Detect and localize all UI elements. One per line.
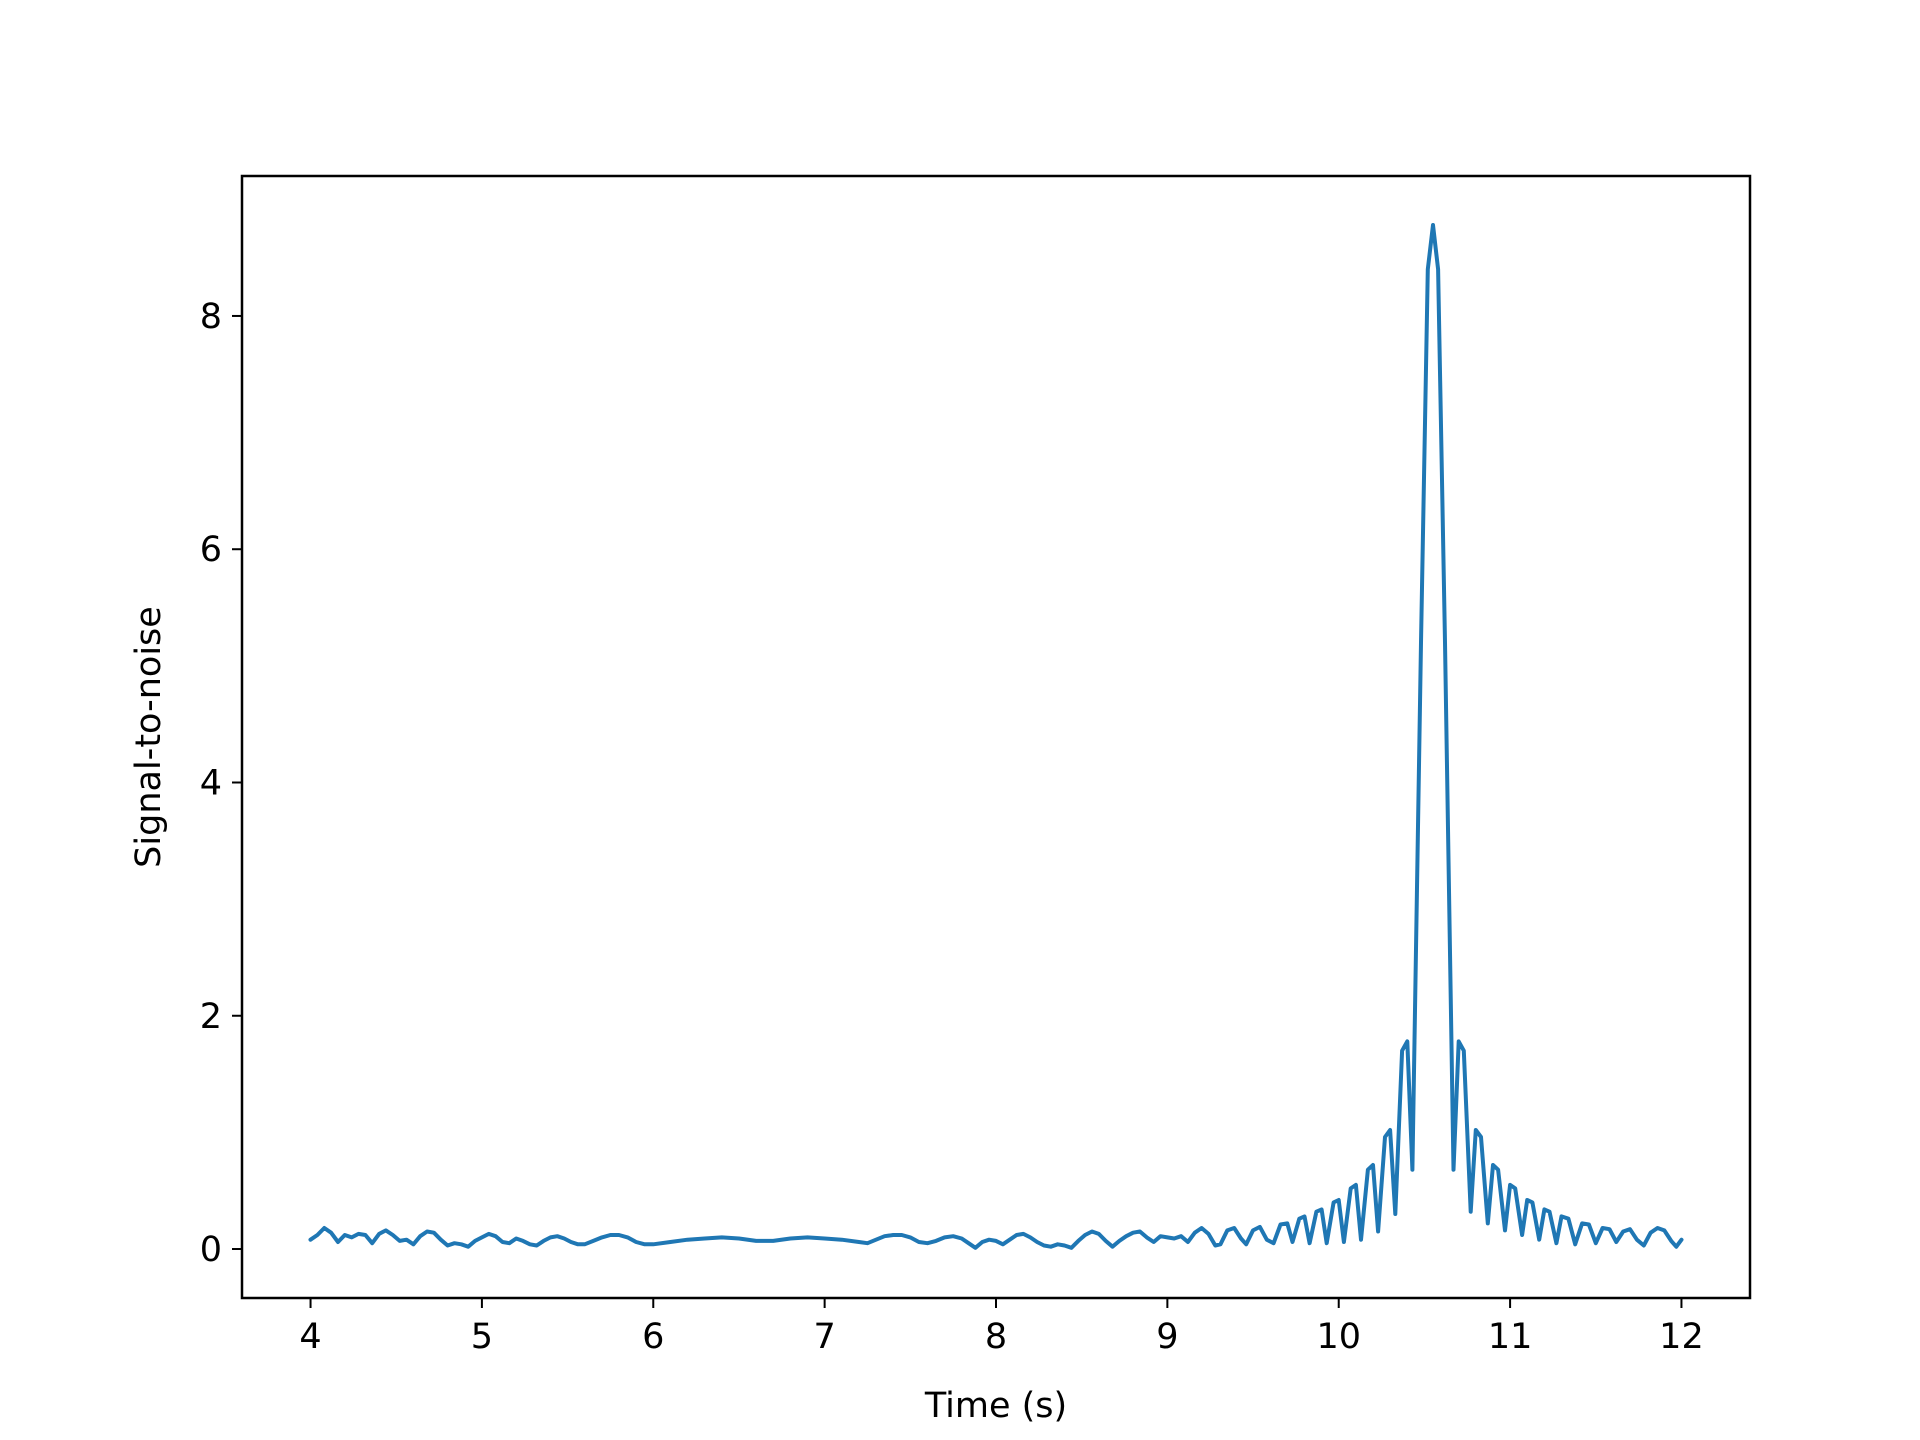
x-tick-label: 8 (985, 1317, 1007, 1357)
x-tick-label: 6 (642, 1317, 664, 1357)
x-tick-label: 12 (1659, 1317, 1704, 1357)
y-tick-label: 4 (200, 763, 222, 803)
y-tick-label: 2 (200, 997, 222, 1037)
x-tick-label: 4 (299, 1317, 321, 1357)
x-axis: 4 5 6 7 8 9 10 11 12 (299, 1298, 1704, 1357)
x-tick-label: 9 (1156, 1317, 1178, 1357)
series-line (308, 223, 1684, 1250)
y-tick-label: 6 (200, 530, 222, 570)
x-tick-label: 10 (1316, 1317, 1361, 1357)
y-axis: 0 2 4 6 8 (200, 297, 242, 1270)
plot-area (308, 223, 1684, 1250)
y-tick-label: 0 (200, 1230, 222, 1270)
axes-frame (240, 174, 1752, 1300)
x-tick-label: 7 (813, 1317, 835, 1357)
y-tick-label: 8 (200, 297, 222, 337)
x-tick-label: 11 (1488, 1317, 1533, 1357)
x-axis-label: Time (s) (924, 1386, 1067, 1426)
x-tick-label: 5 (471, 1317, 493, 1357)
y-axis-label: Signal-to-noise (129, 606, 169, 868)
